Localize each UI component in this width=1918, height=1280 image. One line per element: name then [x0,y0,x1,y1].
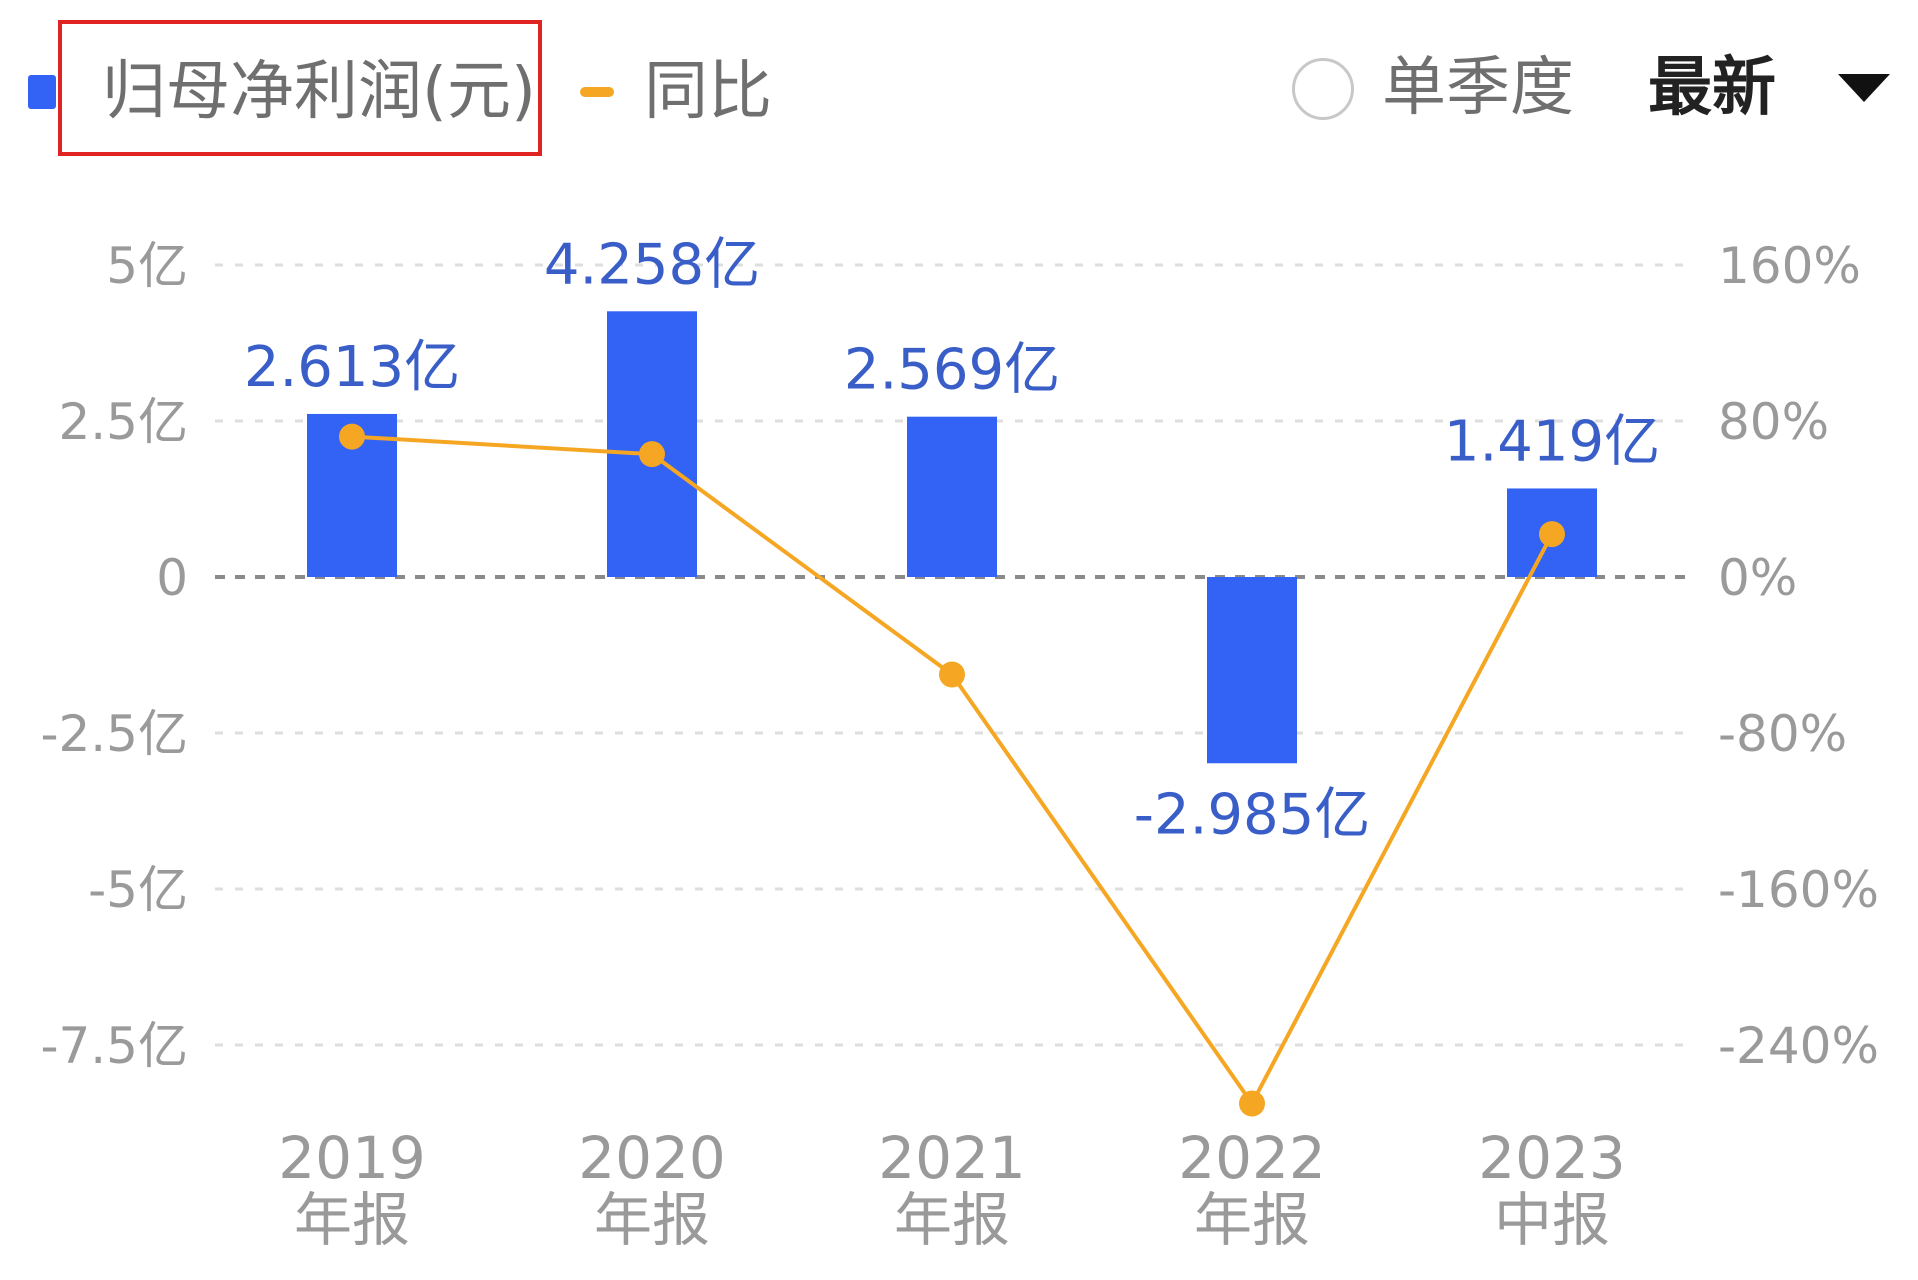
right-tick-label: -160% [1718,861,1879,919]
right-tick-label: -240% [1718,1017,1879,1075]
yoy-point [639,441,665,468]
bar-value-label: 2.569亿 [844,338,1060,403]
period-dropdown-label: 最新 [1648,51,1776,125]
single-quarter-radio[interactable] [1292,58,1354,120]
yoy-point [339,423,365,450]
right-tick-label: -80% [1718,705,1847,763]
bar [907,416,997,577]
legend-swatch-bar [28,75,56,109]
legend-label-net-profit: 归母净利润(元) [102,55,536,129]
legend-item-yoy[interactable]: 同比 [580,52,772,132]
bar-value-label: 1.419亿 [1444,409,1660,474]
x-category-label: 2022 年报 [1178,1124,1326,1254]
yoy-point [1239,1090,1265,1117]
x-category-label: 2019 年报 [278,1124,426,1254]
left-tick-label: -5亿 [88,861,188,919]
left-tick-label: 5亿 [106,237,188,295]
right-axis: 160% 80% 0% -80% -160% -240% [1718,237,1879,1075]
x-category-label: 2021 年报 [878,1124,1026,1254]
chevron-down-icon [1838,74,1890,102]
bar [1207,577,1297,764]
x-axis-categories: 2019 年报 2020 年报 2021 年报 2022 年报 2023 中报 [278,1124,1626,1254]
bar-value-label: -2.985亿 [1134,782,1371,847]
left-axis: 5亿 2.5亿 0 -2.5亿 -5亿 -7.5亿 [40,237,188,1075]
bar-value-label: 2.613亿 [244,335,460,400]
period-dropdown[interactable]: 最新 [1648,48,1890,128]
legend-item-net-profit[interactable]: 归母净利润(元) [28,52,536,132]
grid-lines [215,263,1690,1047]
left-tick-label: 0 [156,549,188,607]
legend-label-yoy: 同比 [644,55,772,129]
highlight-box [58,20,542,156]
legend-swatch-line [580,87,614,97]
bar-value-labels: 2.613亿 4.258亿 2.569亿 -2.985亿 1.419亿 [244,232,1660,847]
x-category-label: 2020 年报 [578,1124,726,1254]
right-tick-label: 0% [1718,549,1797,607]
yoy-point [1539,521,1565,548]
x-category-label: 2023 中报 [1478,1124,1626,1254]
bar-value-label: 4.258亿 [544,232,760,297]
right-tick-label: 160% [1718,237,1861,295]
yoy-point [939,661,965,688]
left-tick-label: -2.5亿 [40,705,188,763]
right-tick-label: 80% [1718,393,1829,451]
single-quarter-label: 单季度 [1382,51,1574,125]
yoy-line-series [339,423,1565,1117]
chart-legend: 归母净利润(元) 同比 单季度 最新 [0,0,1918,180]
left-tick-label: 2.5亿 [58,393,188,451]
left-tick-label: -7.5亿 [40,1017,188,1075]
